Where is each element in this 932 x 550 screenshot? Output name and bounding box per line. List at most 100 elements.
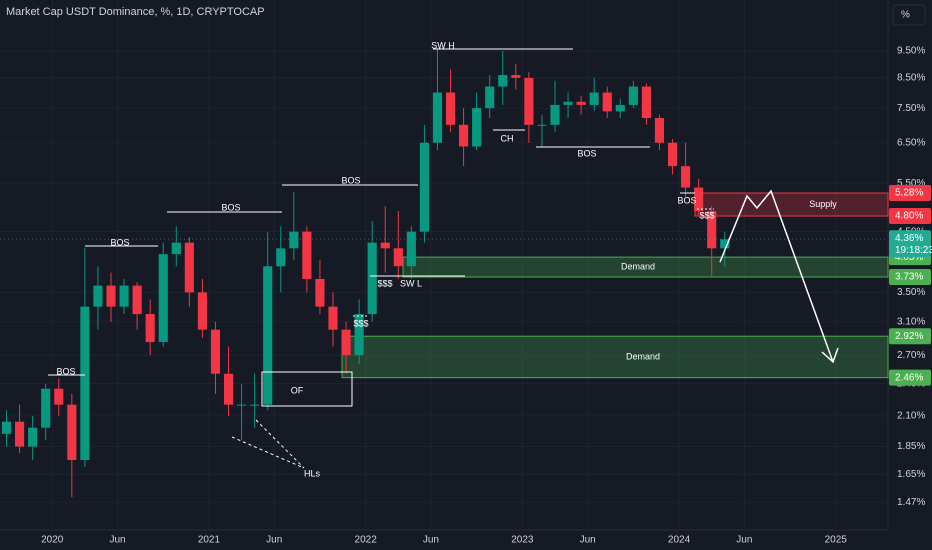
x-tick-label: 2022 <box>355 535 378 546</box>
candle-body <box>145 314 155 343</box>
price-label: 3.73% <box>895 272 923 283</box>
candle-body <box>667 142 678 167</box>
candle-body <box>1 421 12 434</box>
annotation-label: SW H <box>431 40 455 50</box>
unit-label: % <box>901 10 910 21</box>
y-tick-label: 7.50% <box>897 103 925 114</box>
candle-body <box>615 104 625 112</box>
candle-body <box>41 388 51 428</box>
candle-body <box>276 248 286 267</box>
candle-body <box>341 329 351 356</box>
y-tick-label: 8.50% <box>897 73 925 84</box>
price-label: 2.46% <box>895 372 923 383</box>
candle-body <box>576 101 586 105</box>
annotation-label: $$$ <box>699 210 714 220</box>
candle-body <box>563 101 573 105</box>
candle-body <box>485 86 495 109</box>
candle-body <box>93 285 103 307</box>
x-tick-label: Jun <box>109 535 125 546</box>
candle-body <box>511 75 521 78</box>
candle-body <box>550 104 560 125</box>
candle-body <box>184 242 194 293</box>
last-price-label: 4.36% <box>895 233 923 244</box>
price-label-box <box>889 184 931 201</box>
candle-body <box>28 427 38 447</box>
price-label: 5.28% <box>895 188 923 199</box>
candle-body <box>694 187 704 212</box>
candle-body <box>263 266 273 405</box>
x-tick-label: Jun <box>423 535 439 546</box>
y-tick-label: 5.50% <box>897 178 925 189</box>
candle-body <box>589 92 599 105</box>
y-tick-label: 1.65% <box>897 469 925 480</box>
candle-body <box>158 254 168 343</box>
y-tick-label: 9.50% <box>897 46 925 57</box>
candle-body <box>302 231 312 279</box>
projection-arrow <box>719 189 839 364</box>
x-tick-label: Jun <box>736 535 752 546</box>
x-tick-label: 2023 <box>511 535 534 546</box>
annotation-label: BOS <box>577 148 596 158</box>
candle-body <box>419 142 429 232</box>
candle-body <box>289 231 299 249</box>
y-tick-label: 2.10% <box>897 411 925 422</box>
annotation-label: $$$ <box>377 278 392 288</box>
candle-body <box>15 421 25 447</box>
candle-body <box>237 404 247 406</box>
x-tick-label: Jun <box>266 535 282 546</box>
zone-label: Demand <box>621 261 655 271</box>
price-label: 2.92% <box>895 331 923 342</box>
zones <box>341 192 889 379</box>
chart-title: Market Cap USDT Dominance, %, 1D, CRYPTO… <box>6 6 265 18</box>
candle-body <box>132 285 142 315</box>
candle-body <box>106 285 116 307</box>
candle-body <box>602 92 612 112</box>
candle-body <box>54 388 64 405</box>
x-tick-label: 2021 <box>198 535 221 546</box>
candle-body <box>537 124 547 126</box>
axes: 9.50%8.50%7.50%6.50%5.50%4.50%3.50%3.10%… <box>41 46 932 546</box>
y-tick-label: 1.85% <box>897 441 925 452</box>
zone <box>402 256 889 278</box>
annotation-label: BOS <box>221 202 240 212</box>
candle-body <box>210 329 221 374</box>
candle-body <box>380 242 390 249</box>
candle-body <box>524 77 534 125</box>
countdown: 19:18:23 <box>895 245 932 256</box>
y-tick-label: 3.10% <box>897 316 925 327</box>
y-tick-label: 6.50% <box>897 137 925 148</box>
candle-body <box>197 292 207 330</box>
price-label: 4.80% <box>895 211 923 222</box>
candle-body <box>681 166 691 188</box>
annotation-label: OF <box>291 385 304 395</box>
candle-body <box>641 86 651 119</box>
candle-body <box>119 285 129 307</box>
candle-body <box>432 92 443 143</box>
unit-button[interactable] <box>892 4 926 26</box>
candle-body <box>315 278 325 307</box>
candle-body <box>367 242 377 315</box>
hl-lines <box>231 419 305 469</box>
x-tick-label: 2020 <box>41 535 64 546</box>
annotation-label: CH <box>501 133 514 143</box>
price-label-box <box>889 269 931 286</box>
grid <box>0 0 888 530</box>
zone <box>341 335 889 379</box>
zone-label: Supply <box>809 199 837 209</box>
candle-body <box>445 92 456 125</box>
candle-body <box>171 242 181 255</box>
zone-label: Demand <box>626 351 660 361</box>
candle-body <box>628 86 638 105</box>
y-tick-label: 3.50% <box>897 287 925 298</box>
y-tick-label: 1.47% <box>897 497 925 508</box>
candle-body <box>406 231 416 267</box>
candle-body <box>223 373 234 405</box>
last-price-box <box>889 230 931 258</box>
annotation-label: BOS <box>341 175 360 185</box>
annotation-label: HLs <box>304 468 321 478</box>
annotation-label: BOS <box>56 366 75 376</box>
candle-body <box>80 306 90 460</box>
of-box <box>261 371 353 407</box>
